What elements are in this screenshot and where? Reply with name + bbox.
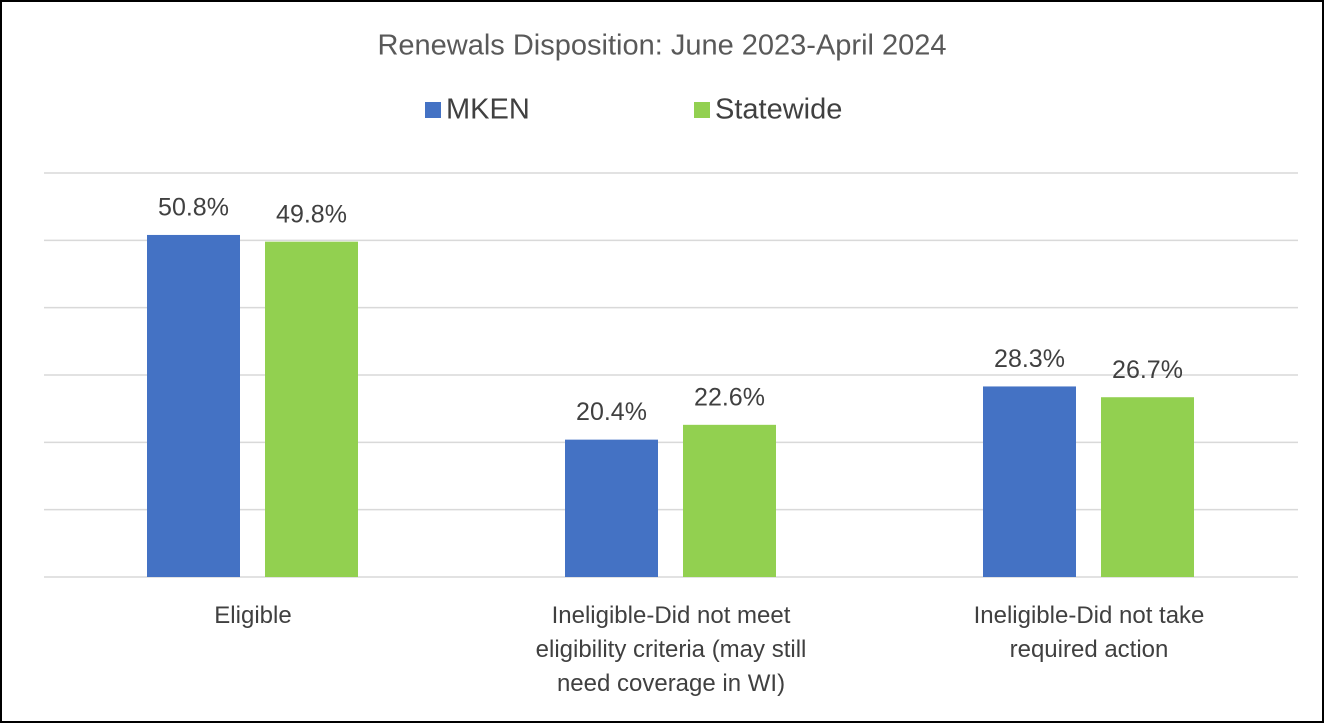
chart-title: Renewals Disposition: June 2023-April 20…	[377, 30, 946, 62]
data-label: 20.4%	[576, 398, 647, 426]
bar	[983, 386, 1076, 577]
data-label: 22.6%	[694, 383, 765, 411]
data-label: 50.8%	[158, 194, 229, 222]
data-label: 28.3%	[994, 345, 1065, 373]
bar	[265, 241, 358, 577]
x-tick-label: Eligible	[214, 602, 292, 629]
legend-label: MKEN	[446, 94, 530, 126]
legend-label: Statewide	[715, 94, 842, 126]
x-tick-label: Ineligible-Did not meet eligibility crit…	[535, 602, 807, 697]
x-tick-label: Ineligible-Did not take required action	[973, 602, 1205, 663]
data-label: 49.8%	[276, 200, 347, 228]
bar	[565, 439, 658, 577]
bar	[683, 424, 776, 577]
legend-swatch	[694, 102, 710, 118]
bar	[147, 234, 240, 578]
bar	[1101, 397, 1194, 577]
data-label: 26.7%	[1112, 356, 1183, 384]
legend-swatch	[425, 102, 441, 118]
